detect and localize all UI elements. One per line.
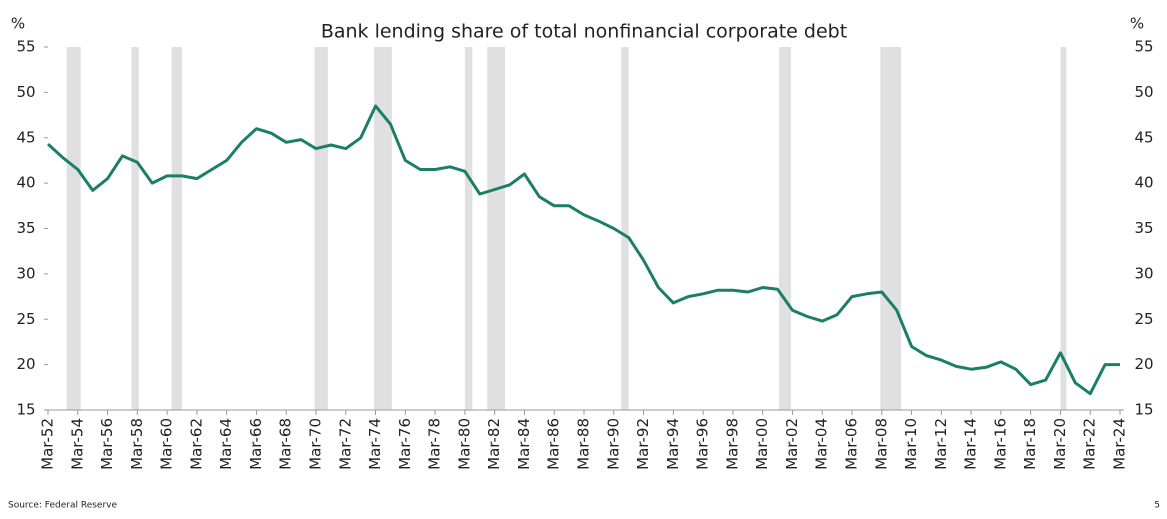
y-tick-label: 40 [16,174,35,192]
x-tick-label: Mar-90 [604,418,622,470]
shaded-period [171,47,182,410]
y2-axis-unit: % [1130,15,1144,33]
x-tick-label: Mar-98 [723,418,741,470]
x-tick-label: Mar-86 [545,418,563,470]
x-tick-label: Mar-06 [843,418,861,470]
x-tick-label: Mar-74 [366,418,384,470]
y2-tick-label: 20 [1134,355,1153,373]
y2-tick-label: 45 [1134,128,1153,146]
y-tick-label: 35 [16,219,35,237]
x-tick-label: Mar-14 [962,418,980,470]
shaded-period [374,47,392,410]
x-tick-label: Mar-12 [932,418,950,470]
x-tick-label: Mar-20 [1051,418,1069,470]
x-tick-label: Mar-92 [634,418,652,470]
shaded-period [621,47,629,410]
y-tick-label: 15 [16,401,35,419]
shaded-period [314,47,328,410]
x-tick-label: Mar-60 [158,418,176,470]
x-tick-label: Mar-22 [1081,418,1099,470]
x-tick-label: Mar-64 [217,418,235,470]
x-tick-label: Mar-62 [187,418,205,470]
y-tick-label: 25 [16,310,35,328]
chart-title: Bank lending share of total nonfinancial… [321,21,847,43]
y-tick-label: 45 [16,128,35,146]
y-tick-label: 30 [16,264,35,282]
x-tick-label: Mar-70 [307,418,325,470]
x-tick-label: Mar-96 [694,418,712,470]
x-tick-label: Mar-66 [247,418,265,470]
y2-tick-label: 50 [1134,83,1153,101]
x-tick-label: Mar-04 [813,418,831,470]
y-axis-unit: % [11,15,25,33]
y2-tick-label: 55 [1134,38,1153,56]
y2-tick-label: 15 [1134,401,1153,419]
y2-tick-label: 35 [1134,219,1153,237]
x-tick-label: Mar-58 [128,418,146,470]
shaded-period [1060,47,1067,410]
y-tick-label: 20 [16,355,35,373]
x-tick-label: Mar-10 [902,418,920,470]
x-tick-label: Mar-02 [783,418,801,470]
page-number: 5 [1154,501,1160,511]
shaded-period [779,47,791,410]
x-tick-label: Mar-56 [98,418,116,470]
y2-tick-label: 25 [1134,310,1153,328]
x-tick-label: Mar-68 [277,418,295,470]
shaded-period [880,47,902,410]
x-tick-label: Mar-00 [753,418,771,470]
y2-tick-label: 30 [1134,264,1153,282]
source-note: Source: Federal Reserve [8,501,117,511]
shaded-period [464,47,473,410]
x-tick-label: Mar-08 [872,418,890,470]
x-tick-label: Mar-54 [68,418,86,470]
x-tick-label: Mar-82 [485,418,503,470]
x-tick-label: Mar-18 [1021,418,1039,470]
x-tick-label: Mar-24 [1111,418,1129,470]
x-tick-label: Mar-88 [575,418,593,470]
x-tick-label: Mar-78 [426,418,444,470]
y-tick-label: 55 [16,38,35,56]
x-tick-label: Mar-94 [664,418,682,470]
y-tick-label: 50 [16,83,35,101]
x-tick-label: Mar-72 [336,418,354,470]
shaded-period [131,47,139,410]
x-tick-label: Mar-52 [39,418,57,470]
x-tick-label: Mar-84 [515,418,533,470]
shaded-period [487,47,506,410]
x-tick-label: Mar-80 [455,418,473,470]
x-tick-label: Mar-16 [991,418,1009,470]
y2-tick-label: 40 [1134,174,1153,192]
shaded-period [66,47,81,410]
line-series [46,104,1120,396]
x-tick-label: Mar-76 [396,418,414,470]
